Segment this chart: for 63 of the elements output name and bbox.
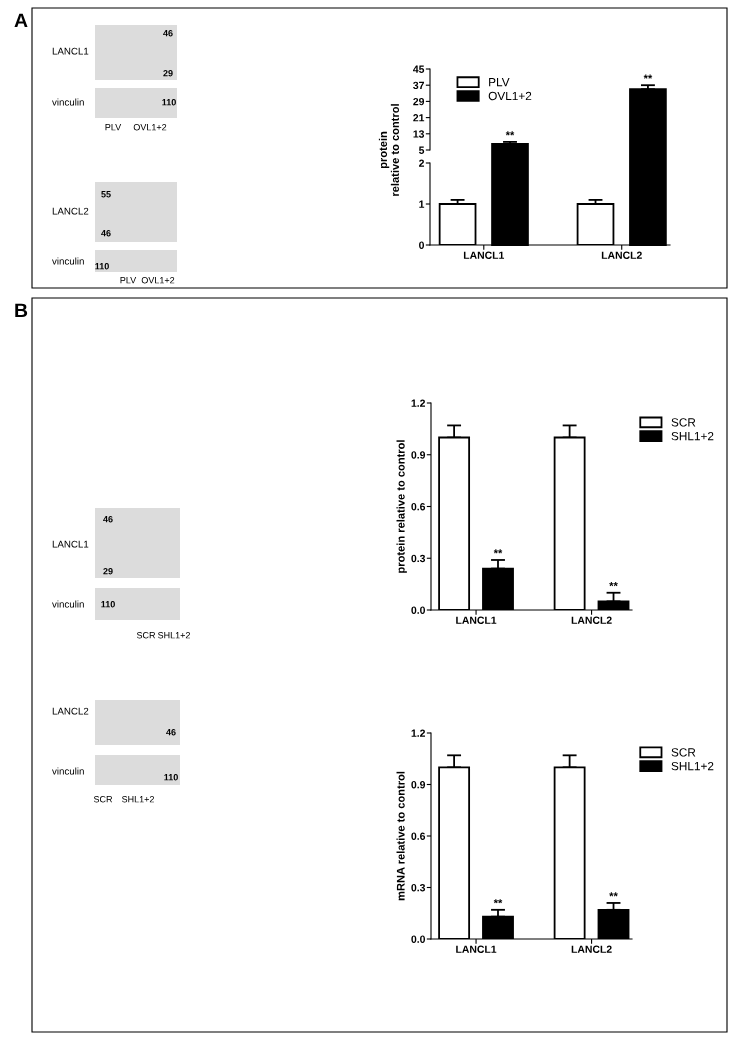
text: 46 <box>101 230 111 237</box>
text: SCR <box>93 796 113 803</box>
legend-label: PLV <box>489 78 510 87</box>
legend-label: SCR <box>671 748 696 757</box>
y-tick-label: 13 <box>413 130 425 138</box>
legend-label: SCR <box>671 418 696 427</box>
text: LANCL2 <box>52 707 89 715</box>
text: OVL1+2 <box>133 124 167 131</box>
text: vinculin <box>52 600 84 608</box>
annotation: ** <box>609 582 618 587</box>
y-axis-title: mRNA relative to control <box>396 771 405 901</box>
text: PLV <box>105 124 122 131</box>
y-axis-title: protein relative to control <box>378 104 399 196</box>
text: 29 <box>103 568 113 575</box>
annotation: ** <box>643 74 653 79</box>
text: 110 <box>162 99 176 106</box>
y-axis-title: protein relative to control <box>396 440 407 573</box>
y-tick-label: 21 <box>413 114 425 122</box>
y-tick-label: 5 <box>418 146 425 154</box>
text: PLV <box>120 277 137 284</box>
text: 46 <box>103 516 113 523</box>
annotation: ** <box>493 899 503 904</box>
y-tick-label: 0.3 <box>411 884 426 892</box>
y-tick-label: 1 <box>419 200 425 208</box>
text: vinculin <box>52 767 84 775</box>
text: LANCL2 <box>52 207 89 215</box>
text: SCR <box>136 632 156 639</box>
text: A <box>14 13 28 28</box>
legend-label: OVL1+2 <box>488 91 532 101</box>
y-tick-label: 37 <box>413 81 424 90</box>
text: 46 <box>163 30 173 37</box>
text: 46 <box>166 729 176 736</box>
text: B <box>15 303 28 318</box>
text: 110 <box>164 774 178 781</box>
text: OVL1+2 <box>141 277 175 284</box>
y-tick-label: 0.3 <box>411 554 426 563</box>
text: 110 <box>95 263 109 270</box>
text: vinculin <box>52 98 84 106</box>
y-tick-label: 0 <box>419 241 425 249</box>
text: LANCL1 <box>52 540 89 548</box>
y-tick-label: 2 <box>419 159 425 167</box>
text: vinculin <box>52 257 84 265</box>
y-tick-label: 1.2 <box>411 399 426 407</box>
y-tick-label: 0.0 <box>411 935 426 943</box>
text: 110 <box>101 601 115 608</box>
annotation: ** <box>493 549 503 554</box>
legend-label: SHL1+2 <box>671 761 714 771</box>
text: LANCL1 <box>52 47 89 55</box>
text: 55 <box>101 191 111 198</box>
y-tick-label: 1.2 <box>411 729 426 737</box>
text: 29 <box>163 70 173 77</box>
y-tick-label: 0.6 <box>411 832 426 840</box>
legend-label: SHL1+2 <box>671 431 714 441</box>
y-tick-label: 0.9 <box>411 781 426 789</box>
y-tick-label: 29 <box>413 97 425 106</box>
y-tick-label: 0.9 <box>411 451 426 459</box>
text: SHL1+2 <box>121 796 154 803</box>
annotation: ** <box>505 131 515 136</box>
annotation: ** <box>609 892 618 897</box>
y-tick-label: 45 <box>413 65 425 73</box>
y-tick-label: 0.0 <box>411 606 426 614</box>
text: SHL1+2 <box>157 632 190 639</box>
y-tick-label: 0.6 <box>411 503 426 511</box>
